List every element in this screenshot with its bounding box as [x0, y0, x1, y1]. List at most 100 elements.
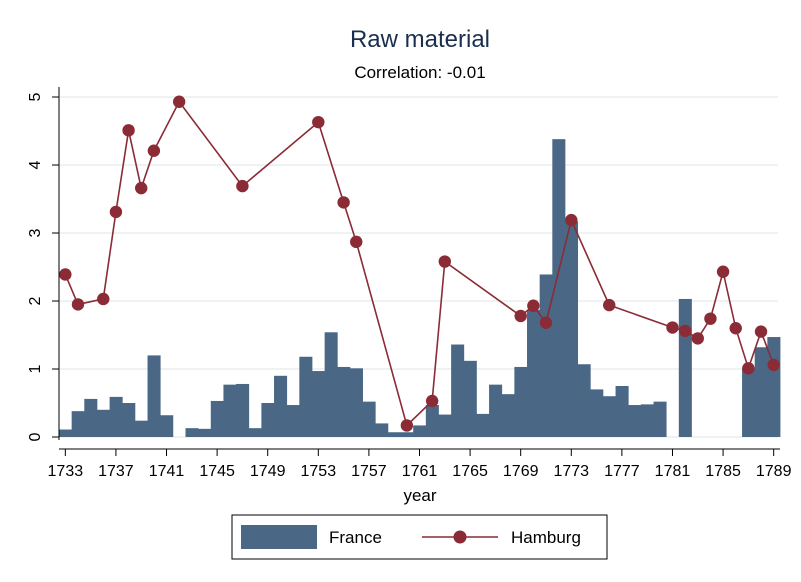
- chart-subtitle: Correlation: -0.01: [354, 63, 485, 82]
- point-hamburg: [767, 358, 780, 372]
- bar-france: [261, 403, 275, 437]
- bar-france: [299, 356, 313, 437]
- bar-france: [210, 400, 224, 437]
- bar-france: [754, 347, 768, 437]
- bar-france: [71, 411, 85, 437]
- bar-france: [628, 405, 642, 437]
- point-hamburg: [97, 292, 110, 306]
- bar-france: [248, 428, 262, 437]
- x-tick-label: 1741: [149, 463, 185, 480]
- bar-france: [375, 423, 389, 437]
- x-tick-label: 1773: [553, 463, 589, 480]
- x-tick-label: 1789: [756, 463, 792, 480]
- bar-france: [198, 428, 212, 437]
- bar-france: [134, 420, 148, 437]
- point-hamburg: [742, 362, 755, 375]
- x-tick-label: 1781: [655, 463, 691, 480]
- bar-france: [514, 366, 528, 437]
- bar-france: [274, 375, 288, 437]
- bar-france: [387, 432, 401, 437]
- bar-france: [476, 413, 490, 437]
- bar-france: [527, 309, 541, 437]
- y-ticks: 0 1 2 3 4 5: [27, 92, 59, 441]
- bar-france: [84, 398, 98, 437]
- bar-france: [451, 344, 465, 437]
- point-hamburg: [754, 325, 768, 338]
- bar-france: [678, 298, 692, 437]
- point-hamburg: [135, 181, 148, 195]
- x-tick-label: 1749: [250, 463, 286, 480]
- point-hamburg: [678, 324, 692, 338]
- point-hamburg: [704, 312, 717, 325]
- bar-france: [349, 368, 363, 437]
- point-hamburg: [425, 394, 439, 408]
- bar-france: [602, 396, 616, 437]
- bar-france: [425, 405, 439, 437]
- point-hamburg: [147, 144, 161, 157]
- bar-france: [653, 401, 667, 437]
- bar-france: [223, 384, 237, 437]
- x-tick-label: 1777: [604, 463, 640, 480]
- chart-title: Raw material: [350, 26, 490, 53]
- bar-france: [59, 429, 73, 437]
- bar-france: [122, 403, 136, 437]
- bar-france: [286, 405, 300, 437]
- y-tick-label: 5: [27, 92, 44, 101]
- x-ticks: 1733 1737 1741 1745 1749 1753 1757 1761 1765 1769…: [48, 449, 792, 480]
- bar-france: [463, 360, 477, 437]
- point-hamburg: [438, 255, 451, 268]
- point-hamburg: [565, 213, 578, 227]
- point-hamburg: [172, 95, 186, 108]
- bar-layer: [59, 139, 781, 437]
- bar-france: [615, 386, 629, 437]
- point-hamburg: [603, 298, 616, 312]
- point-hamburg: [337, 196, 350, 209]
- bar-france: [337, 366, 351, 437]
- point-hamburg: [729, 322, 742, 335]
- point-hamburg: [527, 299, 540, 312]
- legend-marker-hamburg: [453, 530, 467, 544]
- y-tick-label: 4: [27, 160, 44, 169]
- y-tick-label: 3: [27, 228, 44, 237]
- bar-france: [96, 409, 110, 437]
- bar-france: [311, 371, 326, 437]
- y-tick-label: 0: [27, 432, 44, 441]
- x-tick-label: 1761: [402, 463, 438, 480]
- point-hamburg: [716, 265, 730, 278]
- bar-france: [147, 355, 161, 437]
- bar-france: [552, 139, 566, 437]
- bar-france: [489, 384, 503, 437]
- bar-france: [400, 432, 414, 437]
- point-hamburg: [71, 298, 85, 311]
- bar-france: [413, 425, 427, 437]
- bar-france: [640, 404, 654, 437]
- x-axis-title: year: [403, 486, 436, 505]
- point-hamburg: [514, 309, 527, 323]
- bar-france: [501, 394, 515, 437]
- point-hamburg: [666, 321, 679, 334]
- x-tick-label: 1769: [503, 463, 539, 480]
- point-hamburg: [59, 268, 72, 281]
- marker-layer: [59, 95, 780, 432]
- legend-swatch-france: [241, 525, 317, 549]
- point-hamburg: [312, 115, 325, 129]
- legend-label-france: France: [329, 528, 382, 547]
- y-tick-label: 2: [27, 296, 44, 305]
- x-tick-label: 1757: [351, 463, 387, 480]
- x-tick-label: 1753: [301, 463, 337, 480]
- bar-france: [742, 367, 756, 437]
- legend-label-hamburg: Hamburg: [511, 528, 581, 547]
- point-hamburg: [400, 419, 414, 432]
- bar-france: [539, 274, 553, 437]
- x-tick-label: 1733: [48, 463, 84, 480]
- x-tick-label: 1745: [199, 463, 235, 480]
- point-hamburg: [122, 124, 135, 137]
- bar-france: [438, 414, 452, 437]
- bar-france: [564, 221, 579, 437]
- bar-france: [185, 428, 199, 437]
- bar-france: [590, 389, 604, 437]
- x-tick-label: 1737: [98, 463, 134, 480]
